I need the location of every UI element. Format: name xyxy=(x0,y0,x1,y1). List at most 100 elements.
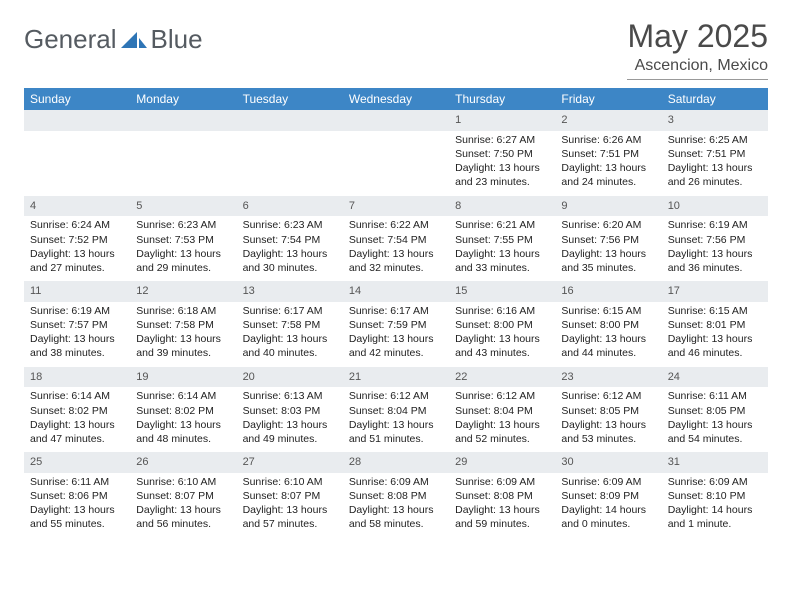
daylight-text-2: and 36 minutes. xyxy=(668,261,762,275)
day-number-cell: 19 xyxy=(130,367,236,388)
daylight-text-2: and 49 minutes. xyxy=(243,432,337,446)
day-number: 5 xyxy=(136,200,142,212)
day-info-cell: Sunrise: 6:19 AMSunset: 7:57 PMDaylight:… xyxy=(24,302,130,367)
day-number-cell: 18 xyxy=(24,367,130,388)
daylight-text-1: Daylight: 13 hours xyxy=(668,418,762,432)
weekday-wednesday: Wednesday xyxy=(343,88,449,110)
day-number-cell: 12 xyxy=(130,281,236,302)
sunrise-text: Sunrise: 6:12 AM xyxy=(561,389,655,403)
day-number-cell xyxy=(237,110,343,131)
daylight-text-2: and 27 minutes. xyxy=(30,261,124,275)
daylight-text-1: Daylight: 13 hours xyxy=(30,503,124,517)
day-info-cell: Sunrise: 6:18 AMSunset: 7:58 PMDaylight:… xyxy=(130,302,236,367)
day-number: 20 xyxy=(243,371,255,383)
day-number-cell: 6 xyxy=(237,196,343,217)
day-number: 23 xyxy=(561,371,573,383)
title-underline xyxy=(627,79,768,80)
daylight-text-2: and 40 minutes. xyxy=(243,346,337,360)
daylight-text-2: and 58 minutes. xyxy=(349,517,443,531)
daylight-text-1: Daylight: 13 hours xyxy=(30,332,124,346)
daylight-text-2: and 29 minutes. xyxy=(136,261,230,275)
week-info-row: Sunrise: 6:27 AMSunset: 7:50 PMDaylight:… xyxy=(24,131,768,196)
weekday-thursday: Thursday xyxy=(449,88,555,110)
sunset-text: Sunset: 8:07 PM xyxy=(136,489,230,503)
daylight-text-1: Daylight: 13 hours xyxy=(668,247,762,261)
day-number-cell: 4 xyxy=(24,196,130,217)
daylight-text-2: and 42 minutes. xyxy=(349,346,443,360)
day-number-cell: 9 xyxy=(555,196,661,217)
sunset-text: Sunset: 7:55 PM xyxy=(455,233,549,247)
day-info-cell: Sunrise: 6:11 AMSunset: 8:05 PMDaylight:… xyxy=(662,387,768,452)
sunset-text: Sunset: 8:05 PM xyxy=(668,404,762,418)
daylight-text-1: Daylight: 13 hours xyxy=(349,247,443,261)
week-daynum-row: 123 xyxy=(24,110,768,131)
daylight-text-1: Daylight: 13 hours xyxy=(349,503,443,517)
week-daynum-row: 11121314151617 xyxy=(24,281,768,302)
sunrise-text: Sunrise: 6:26 AM xyxy=(561,133,655,147)
daylight-text-1: Daylight: 13 hours xyxy=(136,332,230,346)
sunset-text: Sunset: 7:57 PM xyxy=(30,318,124,332)
week-daynum-row: 45678910 xyxy=(24,196,768,217)
daylight-text-2: and 51 minutes. xyxy=(349,432,443,446)
daylight-text-2: and 24 minutes. xyxy=(561,175,655,189)
day-info-cell: Sunrise: 6:12 AMSunset: 8:04 PMDaylight:… xyxy=(449,387,555,452)
day-info-cell xyxy=(343,131,449,196)
sunrise-text: Sunrise: 6:11 AM xyxy=(30,475,124,489)
sunrise-text: Sunrise: 6:10 AM xyxy=(243,475,337,489)
sunset-text: Sunset: 8:00 PM xyxy=(561,318,655,332)
sunrise-text: Sunrise: 6:09 AM xyxy=(349,475,443,489)
sunset-text: Sunset: 8:04 PM xyxy=(455,404,549,418)
day-number: 31 xyxy=(668,456,680,468)
sunrise-text: Sunrise: 6:15 AM xyxy=(561,304,655,318)
day-info-cell: Sunrise: 6:22 AMSunset: 7:54 PMDaylight:… xyxy=(343,216,449,281)
daylight-text-1: Daylight: 13 hours xyxy=(136,247,230,261)
day-info-cell: Sunrise: 6:17 AMSunset: 7:58 PMDaylight:… xyxy=(237,302,343,367)
daylight-text-2: and 26 minutes. xyxy=(668,175,762,189)
daylight-text-1: Daylight: 13 hours xyxy=(136,503,230,517)
day-number: 25 xyxy=(30,456,42,468)
weekday-friday: Friday xyxy=(555,88,661,110)
day-number: 30 xyxy=(561,456,573,468)
sunset-text: Sunset: 7:58 PM xyxy=(136,318,230,332)
sunrise-text: Sunrise: 6:14 AM xyxy=(30,389,124,403)
day-info-cell: Sunrise: 6:20 AMSunset: 7:56 PMDaylight:… xyxy=(555,216,661,281)
daylight-text-1: Daylight: 13 hours xyxy=(136,418,230,432)
weekday-sunday: Sunday xyxy=(24,88,130,110)
day-number: 6 xyxy=(243,200,249,212)
daylight-text-2: and 55 minutes. xyxy=(30,517,124,531)
sunrise-text: Sunrise: 6:25 AM xyxy=(668,133,762,147)
day-number: 21 xyxy=(349,371,361,383)
sunrise-text: Sunrise: 6:19 AM xyxy=(30,304,124,318)
daylight-text-1: Daylight: 13 hours xyxy=(668,332,762,346)
day-number: 16 xyxy=(561,285,573,297)
sunrise-text: Sunrise: 6:18 AM xyxy=(136,304,230,318)
day-info-cell: Sunrise: 6:09 AMSunset: 8:10 PMDaylight:… xyxy=(662,473,768,538)
daylight-text-1: Daylight: 13 hours xyxy=(455,418,549,432)
day-info-cell xyxy=(130,131,236,196)
daylight-text-2: and 52 minutes. xyxy=(455,432,549,446)
day-info-cell: Sunrise: 6:10 AMSunset: 8:07 PMDaylight:… xyxy=(237,473,343,538)
day-number-cell: 14 xyxy=(343,281,449,302)
brand-text-1: General xyxy=(24,24,117,55)
day-number-cell: 13 xyxy=(237,281,343,302)
day-number-cell: 11 xyxy=(24,281,130,302)
calendar-table: Sunday Monday Tuesday Wednesday Thursday… xyxy=(24,88,768,538)
day-number-cell: 17 xyxy=(662,281,768,302)
day-info-cell: Sunrise: 6:12 AMSunset: 8:04 PMDaylight:… xyxy=(343,387,449,452)
sunrise-text: Sunrise: 6:23 AM xyxy=(136,218,230,232)
sunrise-text: Sunrise: 6:13 AM xyxy=(243,389,337,403)
day-number: 7 xyxy=(349,200,355,212)
daylight-text-2: and 48 minutes. xyxy=(136,432,230,446)
week-info-row: Sunrise: 6:19 AMSunset: 7:57 PMDaylight:… xyxy=(24,302,768,367)
day-number-cell: 1 xyxy=(449,110,555,131)
day-number-cell: 3 xyxy=(662,110,768,131)
sunset-text: Sunset: 8:08 PM xyxy=(455,489,549,503)
day-info-cell: Sunrise: 6:14 AMSunset: 8:02 PMDaylight:… xyxy=(24,387,130,452)
day-number-cell: 22 xyxy=(449,367,555,388)
sunrise-text: Sunrise: 6:24 AM xyxy=(30,218,124,232)
day-info-cell: Sunrise: 6:23 AMSunset: 7:53 PMDaylight:… xyxy=(130,216,236,281)
week-info-row: Sunrise: 6:11 AMSunset: 8:06 PMDaylight:… xyxy=(24,473,768,538)
weekday-monday: Monday xyxy=(130,88,236,110)
sunset-text: Sunset: 7:56 PM xyxy=(668,233,762,247)
weekday-header-row: Sunday Monday Tuesday Wednesday Thursday… xyxy=(24,88,768,110)
